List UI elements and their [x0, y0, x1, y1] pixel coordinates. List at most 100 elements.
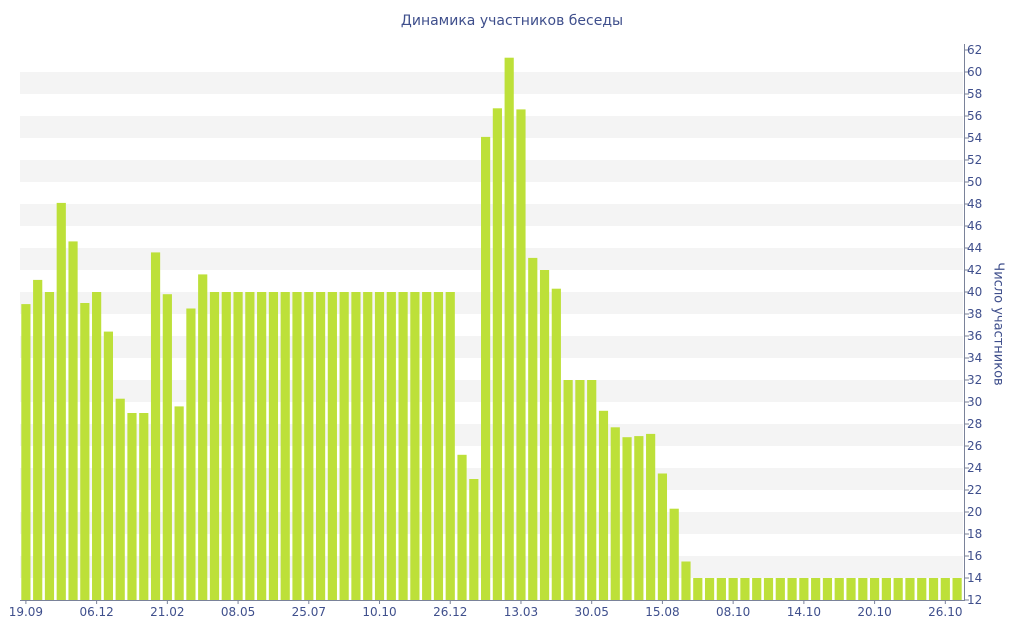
y-tick-label: 12: [967, 593, 982, 607]
bar: [374, 292, 385, 600]
bar: [268, 292, 279, 600]
y-tick-label: 42: [967, 263, 982, 277]
x-tick-label: 08.10: [716, 605, 750, 619]
bar: [834, 578, 844, 600]
bar: [186, 308, 196, 600]
bar: [528, 257, 538, 600]
bar: [422, 292, 432, 600]
y-tick-label: 28: [967, 417, 982, 431]
bar: [92, 292, 102, 600]
bar: [363, 292, 373, 600]
x-tick-label: 14.10: [787, 605, 821, 619]
bar: [162, 294, 172, 600]
bar: [80, 303, 90, 600]
y-tick-label: 60: [967, 65, 982, 79]
bar: [811, 578, 821, 600]
bar: [292, 292, 302, 600]
bar: [799, 578, 809, 600]
bar: [33, 279, 43, 600]
x-tick-label: 19.09: [9, 605, 43, 619]
bar: [563, 380, 573, 600]
x-tick-label: 15.08: [645, 605, 679, 619]
bar: [245, 292, 255, 600]
x-tick-label: 26.10: [928, 605, 962, 619]
bar: [905, 578, 915, 600]
bar: [127, 413, 137, 600]
bar: [787, 578, 797, 600]
bar: [681, 561, 691, 600]
grid-band: [20, 116, 963, 138]
bar: [846, 578, 856, 600]
y-tick-label: 34: [967, 351, 982, 365]
y-tick-label: 54: [967, 131, 982, 145]
grid-band: [20, 468, 963, 490]
bar: [622, 437, 632, 600]
grid-band: [20, 556, 963, 578]
bar: [103, 331, 114, 600]
bar: [44, 292, 55, 600]
bar: [209, 292, 220, 600]
bar: [869, 578, 880, 600]
grid-band: [20, 160, 963, 182]
y-tick-label: 20: [967, 505, 982, 519]
y-tick-label: 62: [967, 43, 982, 57]
y-tick-label: 26: [967, 439, 982, 453]
bar: [327, 292, 337, 600]
bar: [575, 380, 585, 600]
bar: [433, 292, 444, 600]
bar: [928, 578, 939, 600]
bar: [728, 578, 738, 600]
bar: [775, 578, 785, 600]
grid-band: [20, 292, 963, 314]
bar: [516, 109, 526, 601]
bar: [539, 270, 550, 600]
bar: [610, 427, 620, 600]
bar: [704, 578, 715, 600]
x-tick-label: 10.10: [362, 605, 396, 619]
chart-title: Динамика участников беседы: [400, 13, 624, 29]
bar: [481, 136, 491, 600]
x-tick-label: 06.12: [79, 605, 113, 619]
bar: [587, 380, 597, 600]
x-tick-label: 08.05: [221, 605, 255, 619]
y-tick-label: 18: [967, 527, 982, 541]
y-tick-label: 56: [967, 109, 982, 123]
grid-band: [20, 72, 963, 94]
y-axis-label: Число участников: [990, 262, 1006, 386]
y-tick-label: 24: [967, 461, 982, 475]
y-tick-label: 32: [967, 373, 982, 387]
bar: [386, 292, 396, 600]
y-tick-label: 50: [967, 175, 982, 189]
bar: [504, 57, 514, 600]
y-tick-label: 48: [967, 197, 982, 211]
bar: [822, 578, 833, 600]
y-tick-label: 16: [967, 549, 982, 563]
bar: [304, 292, 314, 600]
bar: [716, 578, 726, 600]
y-tick-label: 14: [967, 571, 982, 585]
bar: [198, 274, 208, 600]
bar: [598, 410, 609, 600]
grid-band: [20, 424, 963, 446]
bar: [457, 454, 467, 600]
y-tick-label: 52: [967, 153, 982, 167]
bar: [56, 202, 66, 600]
bar: [68, 241, 78, 600]
bar: [280, 292, 290, 600]
bar: [257, 292, 267, 600]
bar: [740, 578, 750, 600]
bar: [174, 406, 184, 600]
bar: [669, 508, 679, 600]
bar: [445, 292, 455, 600]
y-tick-label: 58: [967, 87, 982, 101]
x-tick-label: 20.10: [857, 605, 891, 619]
bar: [917, 578, 927, 600]
grid-band: [20, 512, 963, 534]
grid-band: [20, 336, 963, 358]
bar: [21, 304, 31, 600]
bar: [646, 433, 656, 600]
bar: [881, 578, 891, 600]
grid-band: [20, 204, 963, 226]
bar: [492, 108, 502, 601]
